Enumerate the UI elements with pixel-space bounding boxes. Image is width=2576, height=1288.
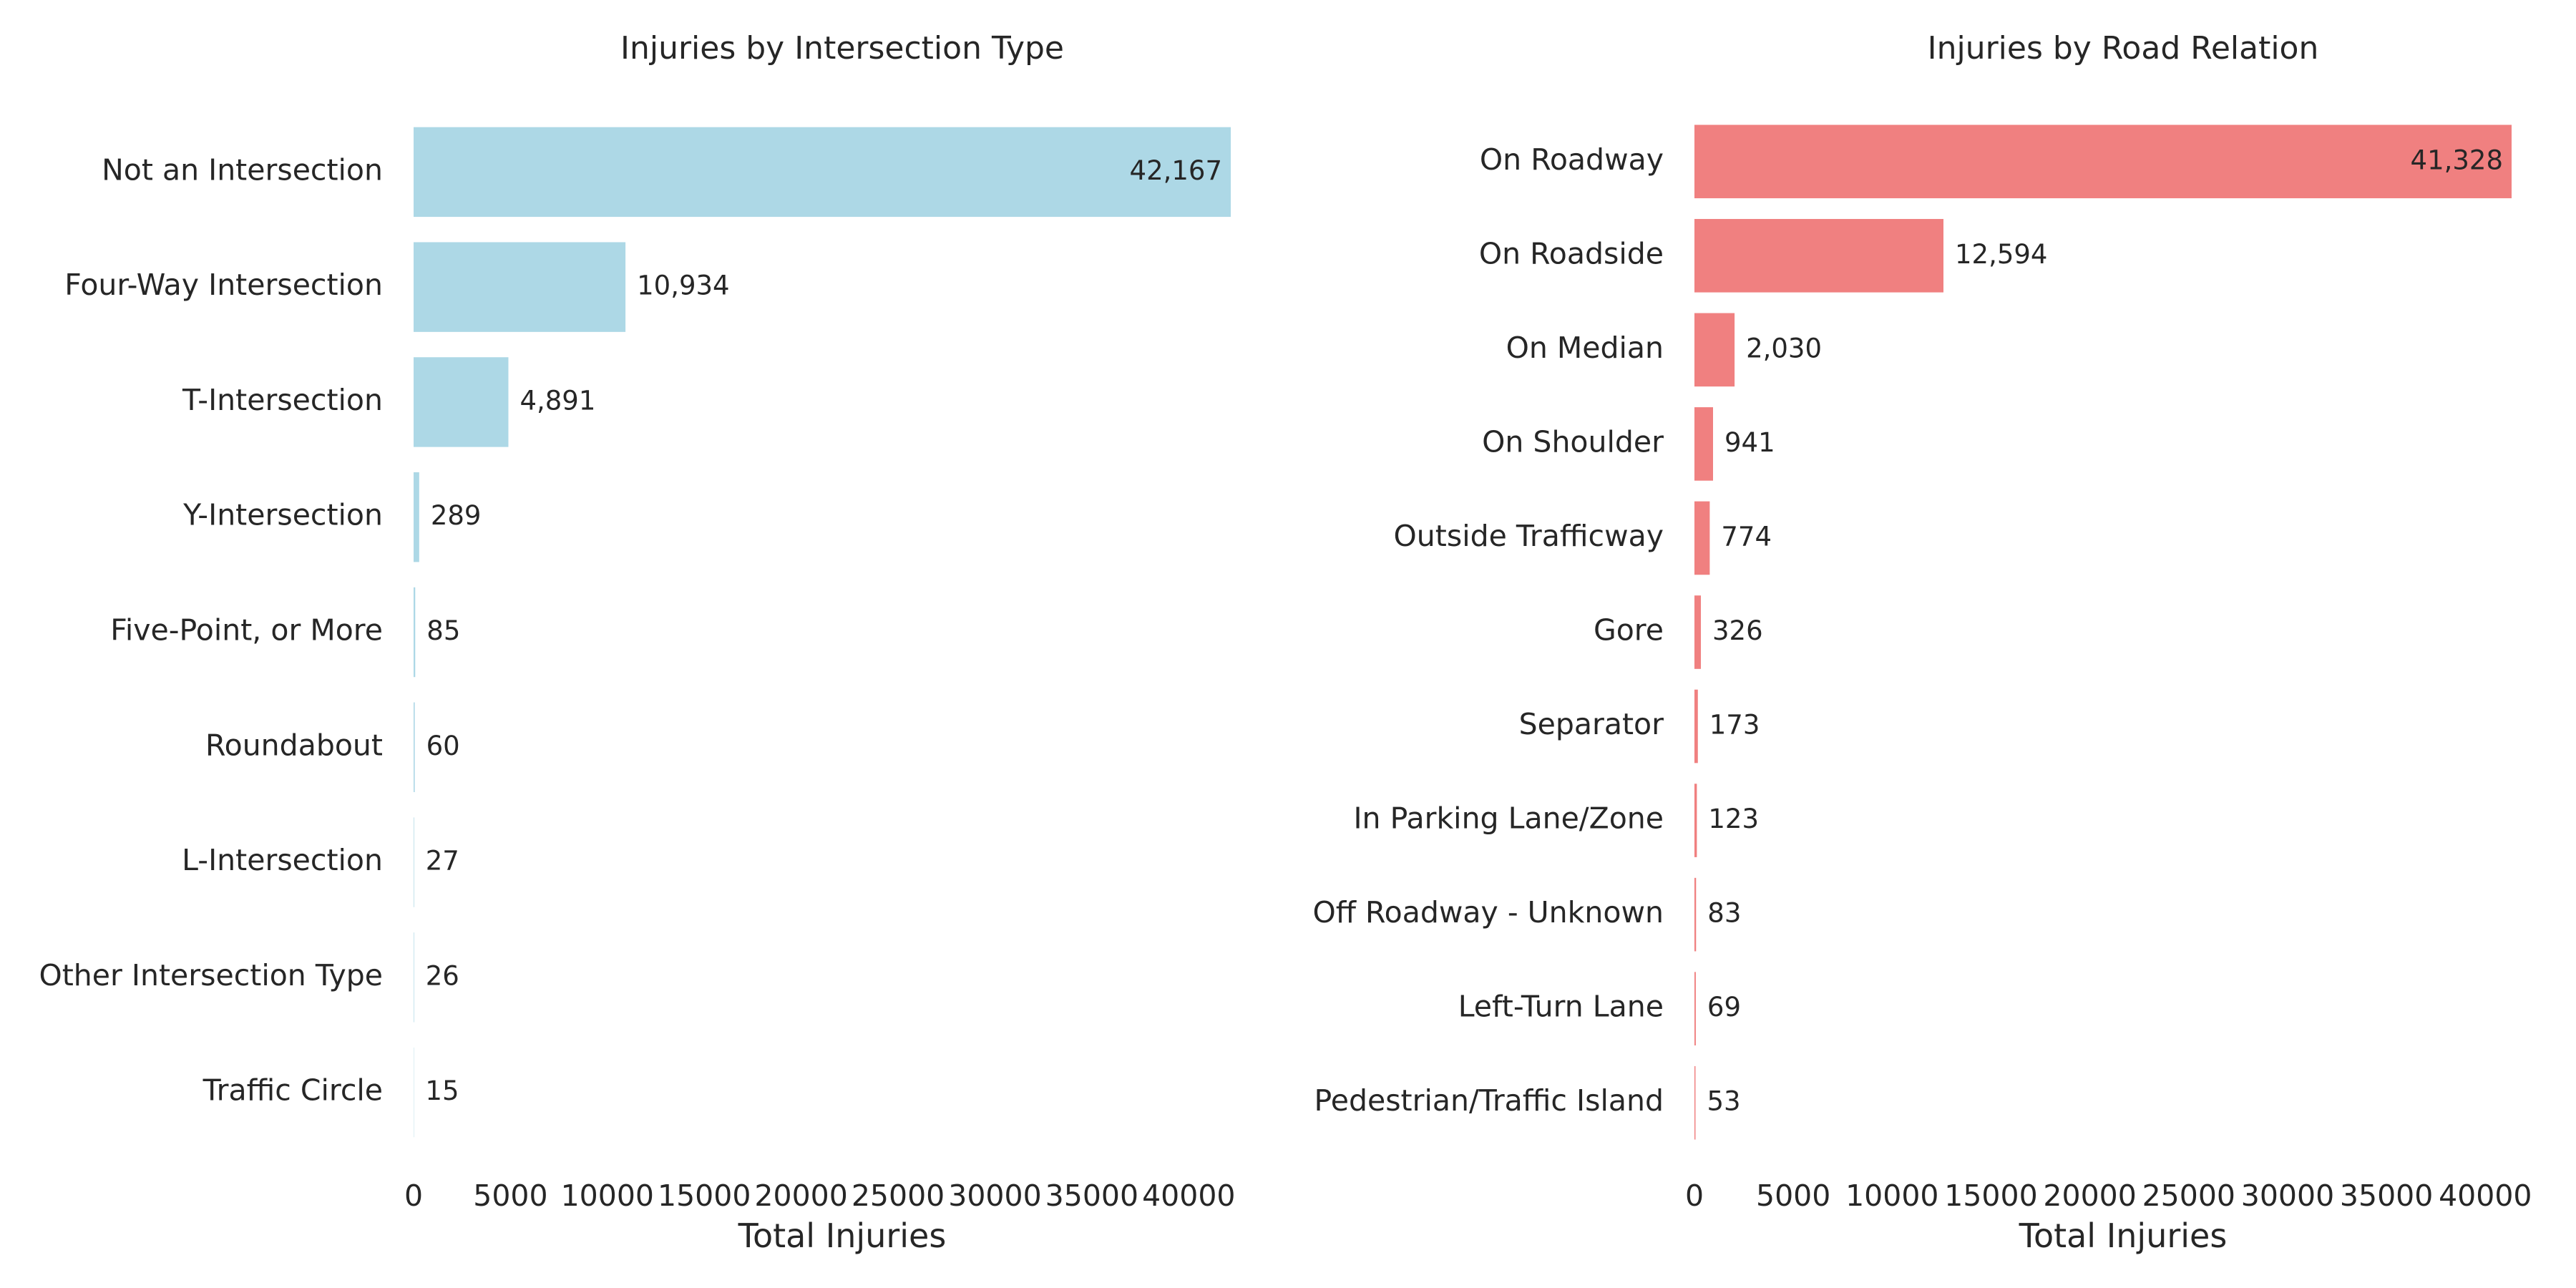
data-label: 26	[426, 960, 459, 991]
bar	[1694, 972, 1696, 1045]
bar	[1694, 219, 1944, 293]
bar	[1694, 784, 1697, 857]
data-label: 289	[431, 500, 482, 531]
bar	[1694, 595, 1702, 669]
data-label: 173	[1709, 710, 1760, 741]
x-tick-label: 15000	[658, 1179, 751, 1213]
category-labels: Not an Intersection Four-Way Intersection…	[39, 152, 383, 1107]
x-tick-label: 20000	[2043, 1179, 2136, 1213]
x-tick-label: 30000	[948, 1179, 1041, 1213]
x-tick-label: 25000	[852, 1179, 945, 1213]
bar	[1694, 1065, 1696, 1140]
bar	[1694, 313, 1735, 387]
data-label: 4,891	[519, 385, 595, 416]
category-label: Not an Intersection	[102, 152, 383, 187]
bar	[414, 127, 1231, 218]
category-label: Gore	[1594, 613, 1664, 648]
data-label: 83	[1707, 898, 1741, 929]
x-axis-ticks: 0 5000 10000 15000 20000 25000 30000 35000 40000	[404, 1179, 1236, 1213]
category-label: On Roadside	[1479, 236, 1664, 270]
x-tick-label: 0	[404, 1179, 423, 1213]
chart-title: Injuries by Road Relation	[1928, 30, 2319, 67]
bars	[414, 127, 1231, 1138]
x-axis-label: Total Injuries	[738, 1216, 947, 1255]
bar	[414, 472, 419, 562]
x-tick-label: 40000	[1142, 1179, 1235, 1213]
data-label: 2,030	[1746, 333, 1822, 364]
category-label: Five-Point, or More	[110, 613, 383, 648]
x-axis-ticks: 0 5000 10000 15000 20000 25000 30000 35000 40000	[1685, 1179, 2532, 1213]
bar	[414, 702, 415, 792]
bar	[1694, 877, 1697, 952]
category-label: T-Intersection	[182, 383, 383, 417]
category-label: Outside Trafficway	[1394, 519, 1664, 553]
data-label: 42,167	[1130, 155, 1222, 186]
data-label: 774	[1721, 521, 1772, 552]
category-label: Pedestrian/Traffic Island	[1314, 1083, 1664, 1118]
x-tick-label: 35000	[1045, 1179, 1138, 1213]
category-label: In Parking Lane/Zone	[1353, 801, 1664, 836]
category-label: On Median	[1506, 331, 1664, 365]
bar	[1694, 689, 1698, 763]
x-tick-label: 5000	[473, 1179, 547, 1213]
bar	[1694, 125, 2512, 199]
x-tick-label: 20000	[754, 1179, 847, 1213]
chart-intersection-type: Injuries by Intersection Type Not an Int…	[39, 30, 1235, 1255]
data-label: 12,594	[1955, 239, 2047, 270]
x-tick-label: 5000	[1756, 1179, 1830, 1213]
category-label: Four-Way Intersection	[64, 268, 383, 302]
category-label: Roundabout	[205, 728, 383, 762]
chart-title: Injuries by Intersection Type	[620, 30, 1064, 67]
category-label: On Shoulder	[1482, 424, 1664, 459]
data-label: 10,934	[637, 270, 729, 301]
data-labels: 41,328 12,594 2,030 941 774 326 173 123 83 69 53	[1707, 145, 2503, 1116]
data-label: 326	[1712, 615, 1763, 646]
bar	[1694, 501, 1710, 575]
x-tick-label: 40000	[2439, 1179, 2532, 1213]
data-label: 41,328	[2411, 145, 2503, 175]
category-label: Y-Intersection	[182, 498, 383, 532]
category-label: Left-Turn Lane	[1458, 990, 1664, 1024]
x-tick-label: 15000	[1944, 1179, 2037, 1213]
data-label: 60	[426, 731, 460, 761]
category-labels: On Roadway On Roadside On Median On Shoulde…	[1312, 142, 1664, 1118]
bar	[414, 587, 416, 678]
category-label: Off Roadway - Unknown	[1312, 895, 1664, 930]
bars	[1694, 125, 2512, 1140]
category-label: On Roadway	[1480, 142, 1664, 177]
x-tick-label: 10000	[561, 1179, 654, 1213]
category-label: L-Intersection	[182, 843, 383, 877]
data-label: 15	[425, 1075, 459, 1106]
bar	[414, 357, 509, 447]
x-axis-label: Total Injuries	[2019, 1216, 2228, 1255]
data-label: 53	[1707, 1086, 1740, 1117]
data-label: 85	[426, 615, 460, 646]
bar	[414, 242, 626, 332]
x-tick-label: 25000	[2142, 1179, 2235, 1213]
category-label: Separator	[1519, 707, 1664, 741]
x-tick-label: 35000	[2340, 1179, 2433, 1213]
category-label: Traffic Circle	[203, 1073, 383, 1108]
data-label: 27	[426, 846, 459, 877]
data-labels: 42,167 10,934 4,891 289 85 60 27 26 15	[425, 155, 1222, 1106]
data-label: 941	[1724, 427, 1775, 458]
x-tick-label: 30000	[2241, 1179, 2334, 1213]
data-label: 69	[1707, 992, 1741, 1023]
data-label: 123	[1708, 804, 1759, 834]
x-tick-label: 0	[1685, 1179, 1704, 1213]
bar	[1694, 407, 1714, 481]
x-tick-label: 10000	[1845, 1179, 1938, 1213]
category-label: Other Intersection Type	[39, 958, 383, 992]
